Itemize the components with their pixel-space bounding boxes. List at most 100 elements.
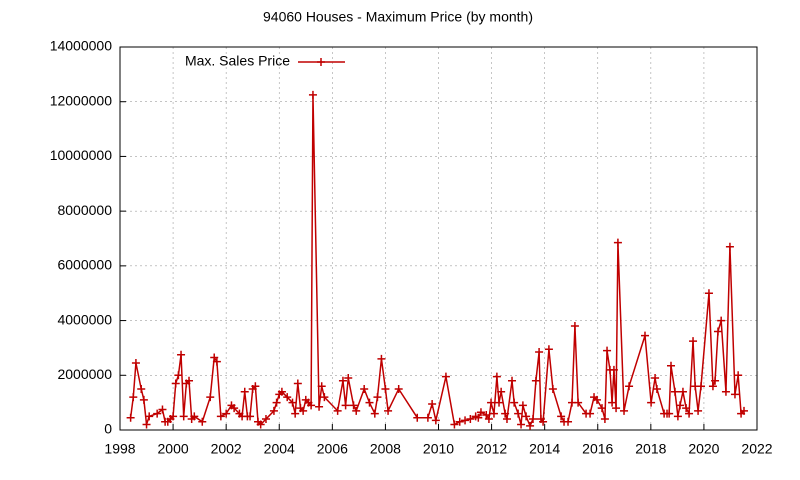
point — [137, 384, 146, 393]
point — [682, 404, 691, 413]
y-tick-label: 6000000 — [57, 257, 112, 273]
plot-border — [119, 46, 758, 431]
point — [349, 401, 358, 410]
legend-point — [317, 58, 325, 66]
point — [620, 406, 629, 415]
y-tick-label: 14000000 — [50, 38, 113, 54]
point — [667, 361, 676, 370]
x-tick-label: 1998 — [104, 441, 135, 457]
point — [129, 393, 138, 402]
point — [344, 374, 353, 383]
point — [730, 390, 739, 399]
point — [394, 384, 403, 393]
point — [725, 242, 734, 251]
point — [489, 409, 498, 418]
y-tick-label: 4000000 — [57, 311, 112, 327]
point — [283, 393, 292, 402]
point — [487, 398, 496, 407]
point — [431, 416, 440, 425]
point — [484, 415, 493, 424]
point — [315, 402, 324, 411]
point — [455, 417, 464, 426]
point — [548, 384, 557, 393]
point — [333, 406, 342, 415]
point — [665, 409, 674, 418]
point — [450, 420, 459, 429]
point — [131, 358, 140, 367]
point — [169, 412, 178, 421]
point — [139, 395, 148, 404]
point — [528, 415, 537, 424]
point — [272, 398, 281, 407]
point — [261, 415, 270, 424]
x-tick-label: 2022 — [741, 441, 772, 457]
point — [603, 346, 612, 355]
point — [518, 401, 527, 410]
point — [198, 417, 207, 426]
point — [230, 404, 239, 413]
x-tick-label: 2004 — [264, 441, 295, 457]
point — [126, 413, 135, 422]
point — [277, 387, 286, 396]
point — [288, 398, 297, 407]
point — [609, 365, 618, 374]
point — [370, 409, 379, 418]
point — [608, 398, 617, 407]
point — [360, 384, 369, 393]
x-tick-label: 2010 — [423, 441, 454, 457]
point — [423, 413, 432, 422]
point — [704, 289, 713, 298]
point — [142, 420, 151, 429]
x-tick-label: 2020 — [688, 441, 719, 457]
x-tick-label: 2018 — [635, 441, 666, 457]
point — [647, 398, 656, 407]
point — [535, 348, 544, 357]
point — [685, 409, 694, 418]
point — [307, 401, 316, 410]
chart-title: 94060 Houses - Maximum Price (by month) — [263, 9, 533, 25]
legend-label: Max. Sales Price — [185, 53, 290, 69]
point — [476, 408, 485, 417]
point — [640, 331, 649, 340]
point — [428, 400, 437, 409]
y-tick-label: 2000000 — [57, 366, 112, 382]
point — [696, 382, 705, 391]
point — [713, 327, 722, 336]
y-tick-label: 8000000 — [57, 202, 112, 218]
point — [320, 393, 329, 402]
point — [734, 371, 743, 380]
y-tick-label: 10000000 — [50, 147, 113, 163]
point — [670, 387, 679, 396]
point — [308, 90, 317, 99]
point — [441, 372, 450, 381]
point — [711, 376, 720, 385]
point — [377, 354, 386, 363]
point — [413, 413, 422, 422]
point — [145, 412, 154, 421]
line — [129, 94, 745, 428]
point — [466, 415, 475, 424]
point — [222, 409, 231, 418]
point — [153, 409, 162, 418]
point — [251, 382, 260, 391]
point — [721, 387, 730, 396]
point — [474, 413, 483, 422]
point — [206, 393, 215, 402]
point — [514, 409, 523, 418]
point — [381, 384, 390, 393]
point — [365, 398, 374, 407]
point — [317, 382, 326, 391]
x-tick-label: 2012 — [476, 441, 507, 457]
x-tick-label: 2002 — [211, 441, 242, 457]
point — [597, 404, 606, 413]
point — [384, 406, 393, 415]
point — [185, 376, 194, 385]
point — [708, 382, 717, 391]
point — [502, 415, 511, 424]
point — [461, 416, 470, 425]
point — [508, 376, 517, 385]
x-tick-label: 2016 — [582, 441, 613, 457]
point — [651, 374, 660, 383]
point — [291, 409, 300, 418]
